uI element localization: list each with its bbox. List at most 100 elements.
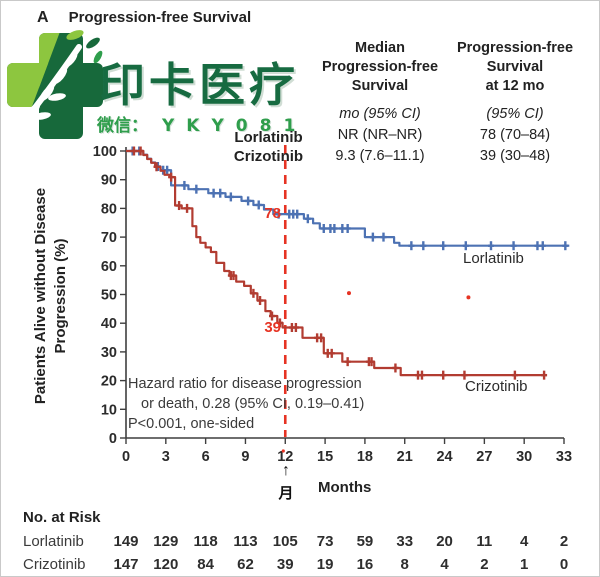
risk-count: 8 <box>400 556 409 573</box>
logo-cross-icon <box>7 30 103 139</box>
risk-count: 118 <box>193 533 218 550</box>
stats-subheader: (95% CI) <box>486 106 544 122</box>
y-tick-label: 40 <box>101 316 117 332</box>
stats-value-lorlatinib: 78 (70–84) <box>479 127 551 143</box>
risk-row-lorlatinib: Lorlatinib 149 129 118 113 105 73 59 33 … <box>1 533 599 553</box>
risk-count: 62 <box>237 556 254 573</box>
risk-count: 2 <box>480 556 489 573</box>
y-tick-label: 50 <box>101 288 117 304</box>
x-tick-label: 6 <box>202 449 210 465</box>
risk-count: 16 <box>356 556 374 573</box>
curve-label-lorlatinib: Lorlatinib <box>463 250 524 267</box>
stats-value-crizotinib: 9.3 (7.6–11.1) <box>335 148 425 164</box>
risk-count: 19 <box>316 556 334 573</box>
risk-count: 2 <box>559 533 569 550</box>
wechat-id: YKY081 <box>162 116 308 136</box>
wechat-label: 微信： <box>97 116 148 136</box>
stray-mark <box>346 291 351 296</box>
axes: 0 10 20 30 40 50 60 70 80 90 100 0 3 6 9 12 15 18 21 24 27 30… <box>93 144 572 465</box>
stats-header-line: Median <box>355 40 405 56</box>
legend-lorlatinib: Lorlatinib <box>234 129 303 146</box>
risk-count: 73 <box>316 533 334 550</box>
risk-count: 11 <box>476 533 493 550</box>
risk-row-label: Crizotinib <box>23 556 86 573</box>
y-tick-label: 20 <box>101 374 117 390</box>
pfs-12mo-lorlatinib-value: 78 <box>264 205 281 222</box>
risk-count: 84 <box>197 556 214 573</box>
y-tick-label: 10 <box>101 402 117 418</box>
y-tick-label: 30 <box>101 345 117 361</box>
stats-subheader: mo (95% CI) <box>339 106 421 122</box>
plot-legend: Lorlatinib Crizotinib <box>196 128 341 166</box>
risk-count: 39 <box>276 556 294 573</box>
up-arrow-icon: ↑ <box>282 462 290 479</box>
stray-mark <box>466 295 471 300</box>
panel-title: A Progression-free Survival <box>37 9 251 27</box>
x-axis-label: Months <box>318 479 372 496</box>
stats-header-line: Survival <box>486 59 544 75</box>
risk-count: 113 <box>233 533 258 550</box>
x-tick-label: 21 <box>397 449 413 465</box>
y-tick-label: 80 <box>101 201 117 217</box>
pfs-12mo-crizotinib-value: 39 <box>264 319 281 336</box>
x-tick-label: 33 <box>556 449 572 465</box>
stats-header-line: Survival <box>351 78 409 94</box>
risk-count: 147 <box>113 556 139 573</box>
clinic-logo <box>5 29 105 141</box>
curve-label-crizotinib: Crizotinib <box>465 378 528 395</box>
risk-count: 129 <box>153 533 179 550</box>
x-tick-label: 3 <box>162 449 170 465</box>
x-tick-label: 24 <box>436 449 452 465</box>
panel-title-text: Progression-free Survival <box>68 9 252 26</box>
risk-count: 1 <box>520 556 529 573</box>
stats-header-line: Progression-free <box>321 59 439 75</box>
x-tick-label: 30 <box>516 449 532 465</box>
risk-table-header: No. at Risk <box>23 509 101 526</box>
risk-count: 149 <box>113 533 139 550</box>
x-tick-label: 15 <box>317 449 333 465</box>
risk-count: 4 <box>520 533 529 550</box>
y-tick-label: 70 <box>101 230 117 246</box>
x-tick-label: 18 <box>357 449 373 465</box>
km-curve-lorlatinib <box>126 146 570 251</box>
stats-value-crizotinib: 39 (30–48) <box>479 148 551 164</box>
hazard-line: P<0.001, one-sided <box>128 416 255 432</box>
x-tick-label: 0 <box>122 449 130 465</box>
hazard-line: Hazard ratio for disease progression <box>128 376 362 392</box>
legend-crizotinib: Crizotinib <box>233 148 304 165</box>
y-axis-label: Patients Alive without Disease Progressi… <box>31 146 75 446</box>
y-tick-label: 60 <box>101 259 117 275</box>
risk-count: 59 <box>356 533 374 550</box>
y-axis-label-line: Progression (%) <box>52 238 69 354</box>
hazard-line: or death, 0.28 (95% CI, 0.19–0.41) <box>141 396 365 412</box>
watermark-wechat-line: 微信： YKY081 <box>97 111 307 136</box>
hazard-ratio-annotation: Hazard ratio for disease progression or … <box>128 374 408 434</box>
y-tick-label: 100 <box>93 144 117 160</box>
reference-line-remnant-dot <box>281 449 285 453</box>
stats-value-lorlatinib: NR (NR–NR) <box>337 127 423 143</box>
risk-count: 20 <box>436 533 453 550</box>
risk-count: 33 <box>396 533 414 550</box>
watermark-brand-text: 印卡医疗 <box>99 58 299 112</box>
y-tick-label: 90 <box>101 173 117 189</box>
x-tick-label: 9 <box>241 449 249 465</box>
stats-column-median-pfs: Median Progression-free Survival mo (95%… <box>299 39 461 167</box>
stats-header-line: Progression-free <box>456 40 574 56</box>
risk-count: 105 <box>272 533 298 550</box>
risk-count: 120 <box>153 556 179 573</box>
month-chinese-annotation: 月 <box>278 484 294 502</box>
km-step-path <box>126 149 547 377</box>
x-tick-label: 27 <box>476 449 492 465</box>
x-tick-label: 12 <box>277 449 293 465</box>
risk-count: 0 <box>559 556 569 573</box>
y-tick-label: 0 <box>109 431 117 447</box>
risk-row-crizotinib: Crizotinib 147 120 84 62 39 19 16 8 4 2 … <box>1 556 599 576</box>
stats-column-pfs-12mo: Progression-free Survival at 12 mo (95% … <box>439 39 591 167</box>
panel-letter: A <box>37 9 49 26</box>
km-curve-crizotinib <box>126 146 548 380</box>
y-axis-label-line: Patients Alive without Disease <box>32 187 49 405</box>
stats-header-line: at 12 mo <box>485 78 545 94</box>
risk-count: 4 <box>440 556 449 573</box>
